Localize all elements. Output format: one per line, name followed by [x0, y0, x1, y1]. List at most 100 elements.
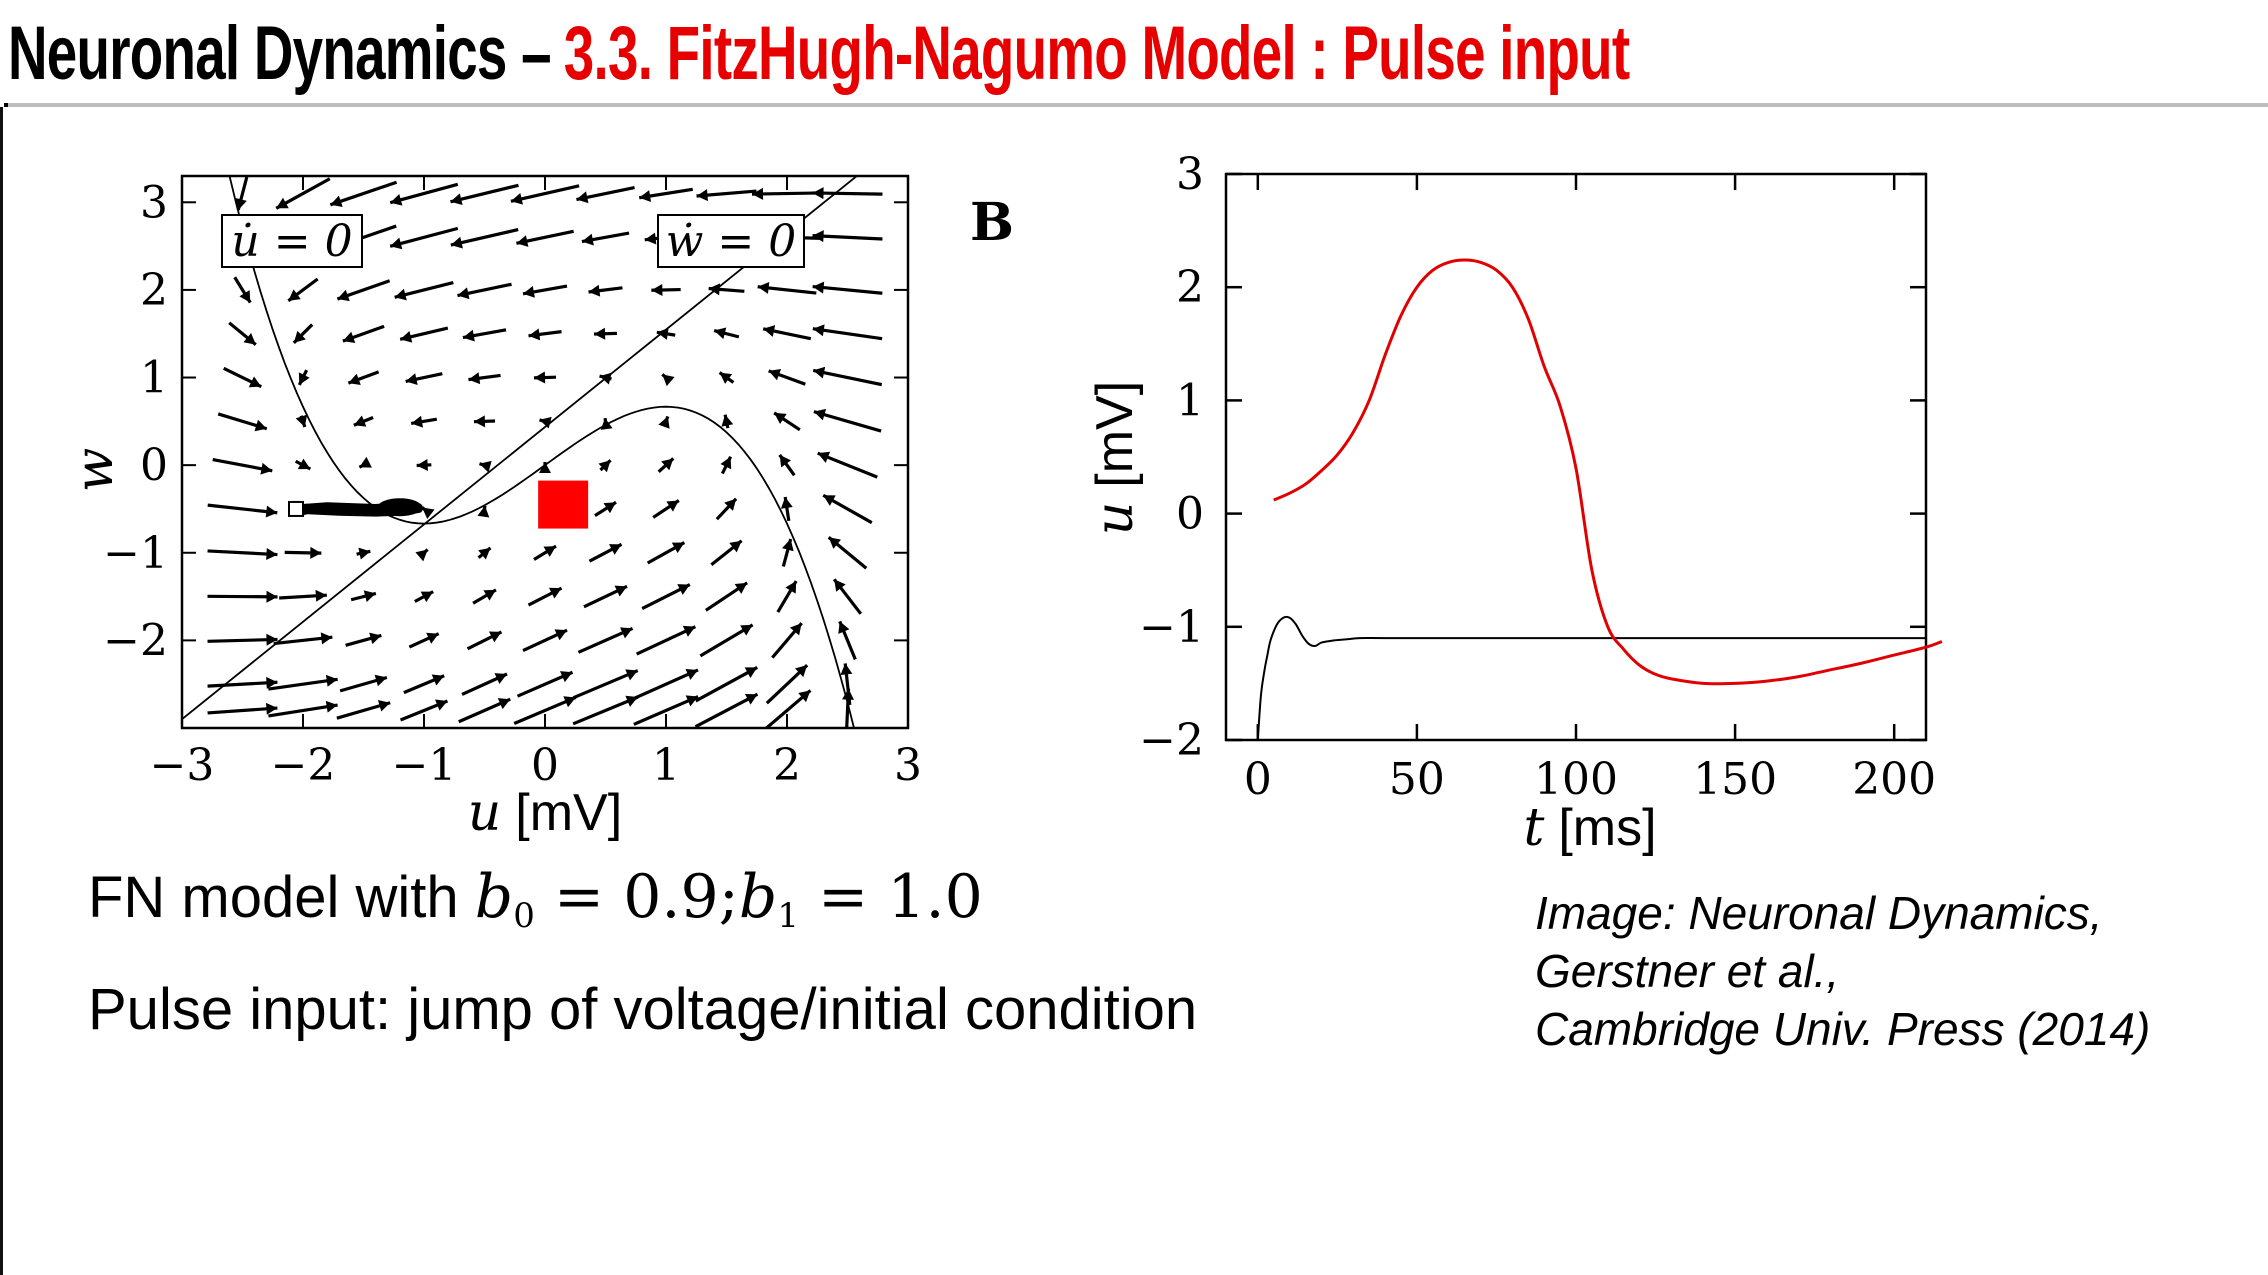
- field-arrow: [635, 625, 697, 656]
- field-arrow-head: [235, 197, 247, 211]
- b0-subscript: 0: [513, 896, 535, 936]
- field-arrow-head: [516, 235, 529, 247]
- field-arrow-head: [266, 633, 278, 646]
- y-tick-label: 0: [140, 440, 168, 491]
- field-arrow-head: [243, 333, 256, 345]
- field-arrow: [812, 281, 883, 295]
- field-arrow-shaft: [450, 228, 519, 247]
- field-arrow-head: [662, 374, 675, 387]
- field-arrow-head: [416, 458, 428, 471]
- field-arrow: [661, 373, 675, 387]
- axis-ticks: [1226, 172, 1926, 742]
- field-arrow-head: [358, 547, 371, 560]
- series-line-u: [1273, 258, 1943, 686]
- field-arrow-head: [817, 451, 831, 463]
- field-arrow: [572, 695, 639, 726]
- x-tick-label: 2: [773, 740, 801, 791]
- field-arrow: [268, 700, 338, 718]
- field-arrow: [336, 279, 391, 302]
- field-arrow-head: [798, 690, 811, 703]
- u-nullcline-annotation: u̇ = 0: [221, 214, 363, 268]
- field-arrow-head: [248, 376, 262, 388]
- field-arrow-head: [581, 233, 594, 246]
- field-arrow: [410, 415, 438, 428]
- field-arrow: [477, 505, 490, 518]
- credit-line-3: Cambridge Univ. Press (2014): [1535, 1003, 2151, 1055]
- credit-line-1: Image: Neuronal Dynamics,: [1535, 887, 2103, 939]
- field-arrow-head: [658, 416, 670, 429]
- field-arrow-head: [588, 284, 601, 297]
- field-arrow-head: [239, 290, 251, 303]
- field-arrow: [533, 544, 557, 561]
- field-arrow-head: [254, 419, 267, 432]
- field-arrow-head: [724, 498, 737, 511]
- field-arrow: [414, 590, 434, 603]
- fixed-point-marker: [377, 498, 422, 517]
- field-arrow-head: [795, 665, 808, 678]
- field-arrow: [233, 276, 252, 304]
- field-arrow-shaft: [513, 695, 577, 725]
- field-arrow: [646, 541, 686, 565]
- field-arrow-head: [644, 232, 657, 245]
- field-arrow: [527, 586, 563, 607]
- u-nullcline-label: u̇ = 0: [231, 216, 352, 267]
- field-arrow-head: [838, 621, 850, 634]
- field-arrow: [838, 620, 857, 660]
- b1-subscript: 1: [777, 896, 799, 936]
- field-arrow: [813, 408, 882, 433]
- field-arrow: [223, 366, 262, 389]
- field-arrow-head: [671, 542, 685, 554]
- field-arrow-shaft: [207, 706, 278, 715]
- field-arrow-head: [320, 632, 333, 645]
- field-arrow: [513, 695, 577, 725]
- field-arrow-head: [560, 671, 573, 683]
- field-arrow-head: [528, 328, 541, 341]
- field-arrow: [275, 177, 331, 210]
- x-axis-symbol: u: [468, 783, 502, 843]
- field-arrow-shaft: [812, 234, 883, 241]
- field-arrow: [268, 674, 338, 691]
- field-arrow-head: [682, 625, 696, 637]
- field-arrow: [776, 580, 798, 613]
- field-arrow-head: [744, 694, 758, 705]
- field-arrow: [461, 672, 508, 696]
- b0-symbol: b: [474, 862, 514, 932]
- field-arrow-head: [543, 546, 556, 557]
- slide-left-border: [0, 107, 3, 1275]
- field-arrow-head: [325, 700, 338, 713]
- field-arrow: [297, 369, 310, 386]
- field-arrow: [207, 702, 278, 715]
- field-arrow: [572, 669, 639, 700]
- field-arrow-head: [293, 330, 306, 343]
- field-arrow-head: [330, 195, 343, 207]
- field-arrow-shaft: [572, 669, 639, 700]
- x-axis-label: t [ms]: [1523, 798, 1656, 858]
- field-arrow-head: [494, 673, 507, 684]
- y-tick-label: 3: [140, 177, 168, 228]
- pulse-marker: [538, 480, 589, 529]
- field-arrow-shaft: [207, 503, 278, 515]
- field-arrow-head: [734, 582, 748, 594]
- field-arrow-head: [625, 669, 638, 681]
- x-axis-unit: [mV]: [515, 784, 622, 842]
- field-arrow-head: [823, 495, 836, 506]
- field-arrow-head: [310, 546, 322, 559]
- b0-parameter: b0: [474, 862, 535, 936]
- field-arrow-shaft: [572, 695, 639, 726]
- x-tick-label: 200: [1852, 754, 1936, 805]
- field-arrow-head: [594, 327, 606, 340]
- field-arrow-head: [780, 496, 793, 509]
- field-arrow: [450, 183, 519, 206]
- field-arrow-shaft: [694, 692, 759, 728]
- field-arrow-head: [483, 589, 496, 601]
- field-arrow-head: [342, 331, 356, 344]
- field-arrow: [778, 454, 796, 477]
- field-arrow: [450, 228, 519, 249]
- field-arrow: [715, 497, 738, 521]
- field-arrow: [408, 632, 440, 649]
- model-parameters-line: FN model with b0 = 0.9;b1 = 1.0: [88, 862, 983, 936]
- y-tick-label: −1: [103, 528, 168, 579]
- field-arrow-head: [812, 324, 825, 337]
- field-arrow: [773, 411, 801, 432]
- y-tick-labels: −2 −1 0 1 2 3: [1139, 149, 1204, 766]
